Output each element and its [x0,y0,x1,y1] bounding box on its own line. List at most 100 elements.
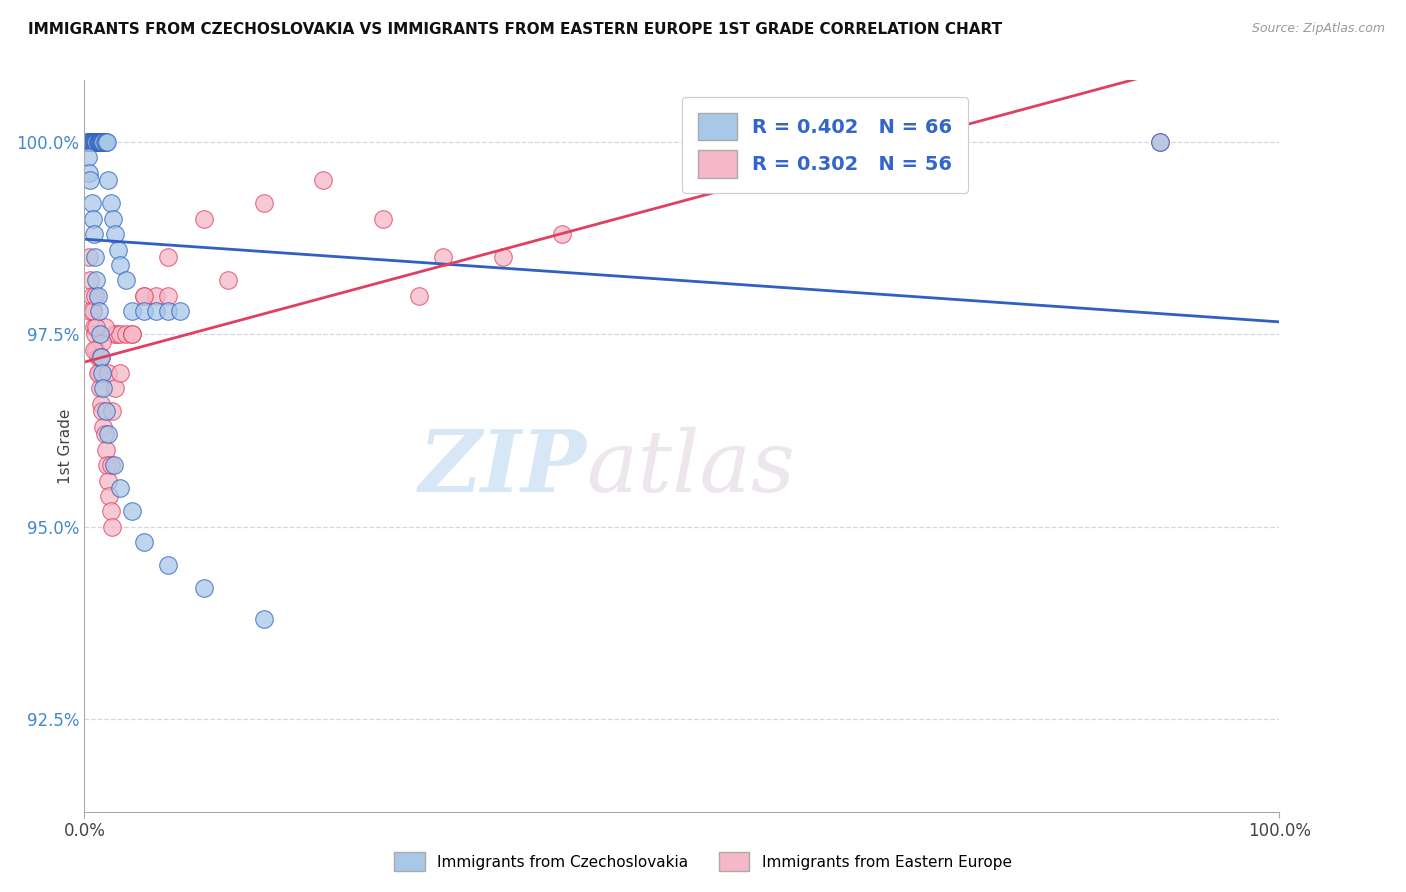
Point [145,289,167,303]
Point [93,427,115,442]
Point [100,504,122,518]
Point [86,135,108,149]
Point [157,558,180,573]
Point [86,135,108,149]
Point [492,251,515,265]
Point [110,258,132,272]
Point [121,327,143,342]
Point [97,474,120,488]
Point [89,327,111,342]
Point [83,319,105,334]
Point [90,397,112,411]
Point [110,327,132,342]
Point [1149,135,1171,149]
Point [97,366,120,380]
Point [115,273,138,287]
Point [101,520,124,534]
Point [93,135,115,149]
Y-axis label: 1st Grade: 1st Grade [58,409,73,483]
Point [110,481,132,495]
Point [86,135,108,149]
Point [157,251,180,265]
Point [121,304,143,318]
Point [83,227,105,242]
Point [86,343,108,357]
Point [90,351,112,365]
Point [83,135,105,149]
Point [100,458,122,473]
Point [121,327,143,342]
Point [79,173,101,187]
Point [312,173,335,187]
Point [82,304,104,318]
Point [105,327,128,342]
Point [87,366,110,380]
Point [253,612,276,626]
Point [157,289,180,303]
Point [77,166,100,180]
Point [83,343,105,357]
Point [93,319,115,334]
Point [97,173,120,187]
Point [107,243,129,257]
Point [373,211,395,226]
Point [77,135,100,149]
Point [87,304,110,318]
Point [132,535,156,549]
Point [193,211,215,226]
Point [169,304,191,318]
Point [96,135,118,149]
Point [80,135,103,149]
Point [89,351,111,365]
Point [86,289,108,303]
Point [98,489,121,503]
Point [101,211,124,226]
Point [86,351,108,365]
Point [132,304,156,318]
Point [103,327,125,342]
Point [96,458,118,473]
Point [91,404,114,418]
Point [79,304,101,318]
Point [83,135,105,149]
Point [79,273,101,287]
Point [84,135,107,149]
Text: atlas: atlas [586,426,796,509]
Point [90,135,112,149]
Point [82,304,104,318]
Point [193,582,215,596]
Point [145,304,167,318]
Point [217,273,239,287]
Point [79,135,101,149]
Text: Source: ZipAtlas.com: Source: ZipAtlas.com [1251,22,1385,36]
Point [93,419,115,434]
Point [115,327,138,342]
Text: IMMIGRANTS FROM CZECHOSLOVAKIA VS IMMIGRANTS FROM EASTERN EUROPE 1ST GRADE CORRE: IMMIGRANTS FROM CZECHOSLOVAKIA VS IMMIGR… [28,22,1002,37]
Point [90,135,112,149]
Point [84,251,107,265]
Point [89,135,111,149]
Point [132,289,156,303]
Point [94,135,117,149]
Point [76,135,98,149]
Point [90,351,112,365]
Point [94,404,117,418]
Point [91,135,114,149]
Point [84,327,107,342]
Point [94,442,117,457]
Point [93,135,115,149]
Point [91,366,114,380]
Point [77,251,100,265]
Point [77,150,100,164]
Point [121,504,143,518]
Point [86,366,108,380]
Point [100,196,122,211]
Point [87,135,110,149]
Point [91,334,114,349]
Point [87,135,110,149]
Point [104,227,127,242]
Point [77,135,100,149]
Point [253,196,276,211]
Point [408,289,430,303]
Point [103,458,125,473]
